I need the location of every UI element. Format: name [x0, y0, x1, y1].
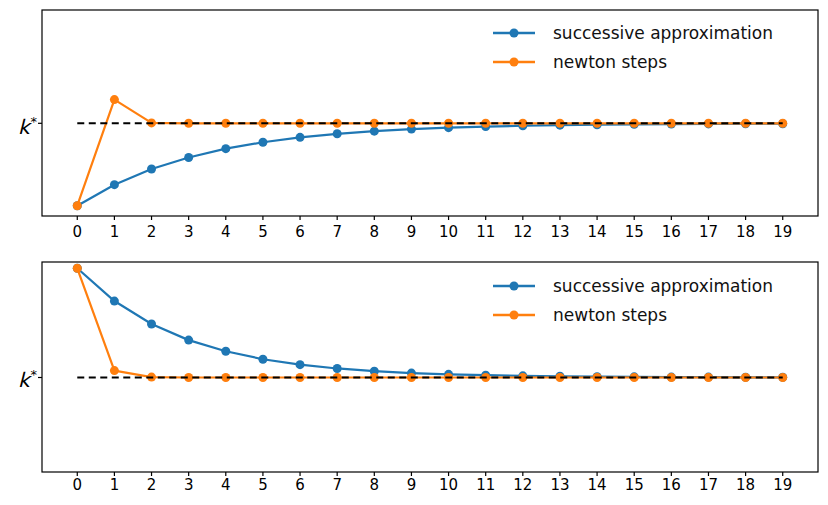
x-tick-label: 13	[550, 223, 569, 241]
kstar-base: k	[18, 115, 30, 139]
x-tick-label: 13	[550, 476, 569, 494]
x-tick-label: 12	[513, 223, 532, 241]
x-tick-label: 18	[736, 223, 755, 241]
x-tick-label: 17	[699, 223, 718, 241]
x-tick-label: 0	[72, 223, 82, 241]
data-point-marker	[258, 138, 267, 147]
data-point-marker	[296, 360, 305, 369]
x-tick-label: 0	[72, 476, 82, 494]
series-line	[77, 124, 782, 206]
data-point-marker	[221, 347, 230, 356]
x-tick-label: 3	[184, 476, 194, 494]
data-point-marker	[370, 127, 379, 136]
orange-line-marker-icon	[492, 56, 536, 68]
data-point-marker	[110, 95, 119, 104]
x-tick-label: 5	[258, 476, 268, 494]
x-tick-label: 19	[773, 476, 792, 494]
x-tick-label: 4	[221, 476, 231, 494]
x-tick-label: 9	[407, 476, 417, 494]
data-point-marker	[110, 366, 119, 375]
x-tick-label: 15	[625, 223, 644, 241]
top-chart-ylabel-kstar: k*	[0, 108, 37, 141]
x-tick-label: 8	[370, 223, 380, 241]
x-tick-label: 7	[332, 476, 342, 494]
data-point-marker	[221, 144, 230, 153]
legend-label: newton steps	[553, 305, 667, 325]
data-point-marker	[73, 201, 82, 210]
bottom-chart-legend: successive approximation newton steps	[492, 271, 773, 329]
orange-line-marker-icon	[492, 309, 536, 321]
top-chart-series-successive-approximation	[73, 119, 787, 210]
legend-label: successive approximation	[553, 23, 773, 43]
kstar-base: k	[18, 368, 30, 392]
x-tick-label: 15	[625, 476, 644, 494]
legend-item-newton-steps: newton steps	[492, 300, 773, 329]
bottom-chart-ylabel-kstar: k*	[0, 361, 37, 394]
kstar-superscript: *	[31, 367, 38, 382]
legend-label: successive approximation	[553, 276, 773, 296]
x-tick-label: 4	[221, 223, 231, 241]
x-tick-label: 5	[258, 223, 268, 241]
x-tick-label: 16	[662, 223, 681, 241]
x-tick-label: 17	[699, 476, 718, 494]
data-point-marker	[147, 319, 156, 328]
data-point-marker	[110, 180, 119, 189]
x-tick-label: 1	[110, 476, 120, 494]
data-point-marker	[296, 133, 305, 142]
x-tick-label: 3	[184, 223, 194, 241]
data-point-marker	[73, 264, 82, 273]
x-tick-label: 10	[439, 223, 458, 241]
x-tick-label: 12	[513, 476, 532, 494]
legend-item-successive-approximation: successive approximation	[492, 18, 773, 47]
blue-line-marker-icon	[492, 280, 536, 292]
x-tick-label: 11	[476, 476, 495, 494]
legend-item-newton-steps: newton steps	[492, 47, 773, 76]
x-tick-label: 14	[588, 476, 607, 494]
x-tick-label: 6	[295, 223, 305, 241]
x-tick-label: 14	[588, 223, 607, 241]
x-tick-label: 11	[476, 223, 495, 241]
data-point-marker	[333, 364, 342, 373]
series-line	[77, 100, 782, 206]
blue-line-marker-icon	[492, 27, 536, 39]
x-tick-label: 2	[147, 223, 157, 241]
data-point-marker	[258, 355, 267, 364]
x-tick-label: 6	[295, 476, 305, 494]
legend-label: newton steps	[553, 52, 667, 72]
data-point-marker	[147, 165, 156, 174]
x-tick-label: 2	[147, 476, 157, 494]
legend-item-successive-approximation: successive approximation	[492, 271, 773, 300]
x-tick-label: 19	[773, 223, 792, 241]
top-chart-legend: successive approximation newton steps	[492, 18, 773, 76]
kstar-superscript: *	[31, 114, 38, 129]
x-tick-label: 16	[662, 476, 681, 494]
x-tick-label: 9	[407, 223, 417, 241]
data-point-marker	[184, 336, 193, 345]
top-chart-series-newton-steps	[73, 95, 787, 210]
figure: 0123456789101112131415161718190123456789…	[0, 0, 828, 505]
data-point-marker	[110, 297, 119, 306]
x-tick-label: 8	[370, 476, 380, 494]
data-point-marker	[184, 153, 193, 162]
x-tick-label: 10	[439, 476, 458, 494]
x-tick-label: 1	[110, 223, 120, 241]
x-tick-label: 7	[332, 223, 342, 241]
x-tick-label: 18	[736, 476, 755, 494]
data-point-marker	[333, 129, 342, 138]
